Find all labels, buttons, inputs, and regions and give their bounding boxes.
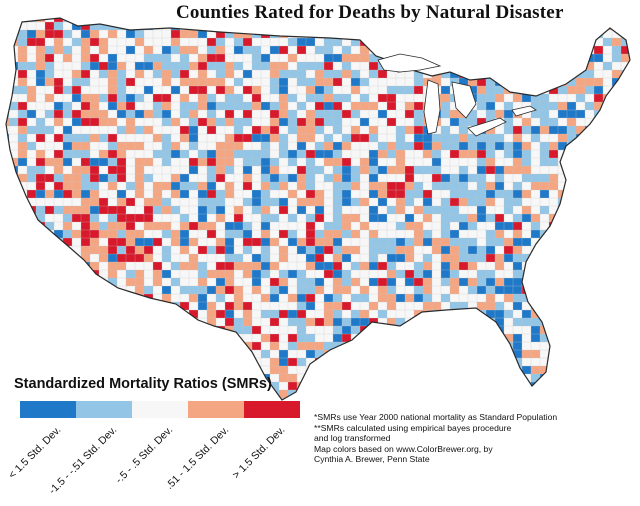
- map-notes: *SMRs use Year 2000 national mortality a…: [314, 412, 634, 465]
- legend-swatch: [132, 401, 188, 418]
- legend-title: Standardized Mortality Ratios (SMRs): [14, 376, 272, 392]
- county-layer: [6, 18, 630, 400]
- lake-superior: [377, 53, 442, 73]
- legend-swatch: [188, 401, 244, 418]
- lake-erie: [467, 117, 507, 137]
- note-line: Map colors based on www.ColorBrewer.org,…: [314, 443, 493, 454]
- note-line: *SMRs use Year 2000 national mortality a…: [314, 412, 558, 422]
- lake-huron: [451, 81, 477, 119]
- lake-michigan: [423, 79, 441, 135]
- lake-ontario: [511, 105, 537, 117]
- legend-swatch: [76, 401, 132, 418]
- note-line: Cynthia A. Brewer, Penn State: [314, 454, 430, 465]
- note-line: and log transformed: [314, 433, 391, 444]
- great-lakes: [377, 53, 537, 137]
- map-title: Counties Rated for Deaths by Natural Dis…: [176, 2, 564, 23]
- legend-swatches: [20, 401, 300, 418]
- legend-swatch: [20, 401, 76, 418]
- note-line: **SMRs calculated using empirical bayes …: [314, 422, 512, 433]
- legend-swatch: [244, 401, 300, 418]
